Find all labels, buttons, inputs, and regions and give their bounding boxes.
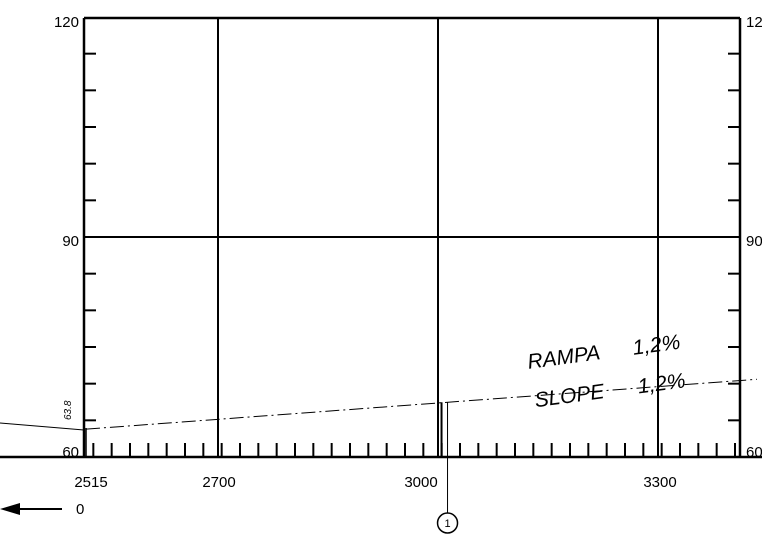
slope-label-es: RAMPA <box>526 341 602 373</box>
slope-value-es: 1,2% <box>631 331 681 360</box>
y-tick-label-right-60: 60 <box>746 444 762 461</box>
marker-circle <box>436 512 459 534</box>
y-tick-label-left-60: 60 <box>62 444 79 461</box>
marker-number: 1 <box>444 518 450 530</box>
x-tick-label-3300: 3300 <box>643 474 676 491</box>
y-tick-label-left-90: 90 <box>62 233 79 250</box>
y-tick-label-left-120: 120 <box>54 14 79 31</box>
x-tick-label-2515: 2515 <box>74 474 107 491</box>
y-tick-label-right-90: 90 <box>746 233 762 250</box>
slope-line <box>85 378 758 430</box>
leader-line <box>0 422 85 431</box>
arrow-head-icon <box>0 503 20 515</box>
slope-label-en: SLOPE <box>533 380 606 412</box>
x-tick-label-3000: 3000 <box>404 474 437 491</box>
slope-value-en: 1,2% <box>636 369 686 398</box>
y-axis-ticks <box>84 52 740 422</box>
y-tick-label-right-120: 120 <box>746 14 762 31</box>
origin-label: 0 <box>76 501 84 518</box>
origin-arrow <box>0 503 62 515</box>
x-axis-ticks <box>92 443 736 457</box>
x-tick-label-2700: 2700 <box>202 474 235 491</box>
elevation-label: 63.8 <box>63 400 74 420</box>
